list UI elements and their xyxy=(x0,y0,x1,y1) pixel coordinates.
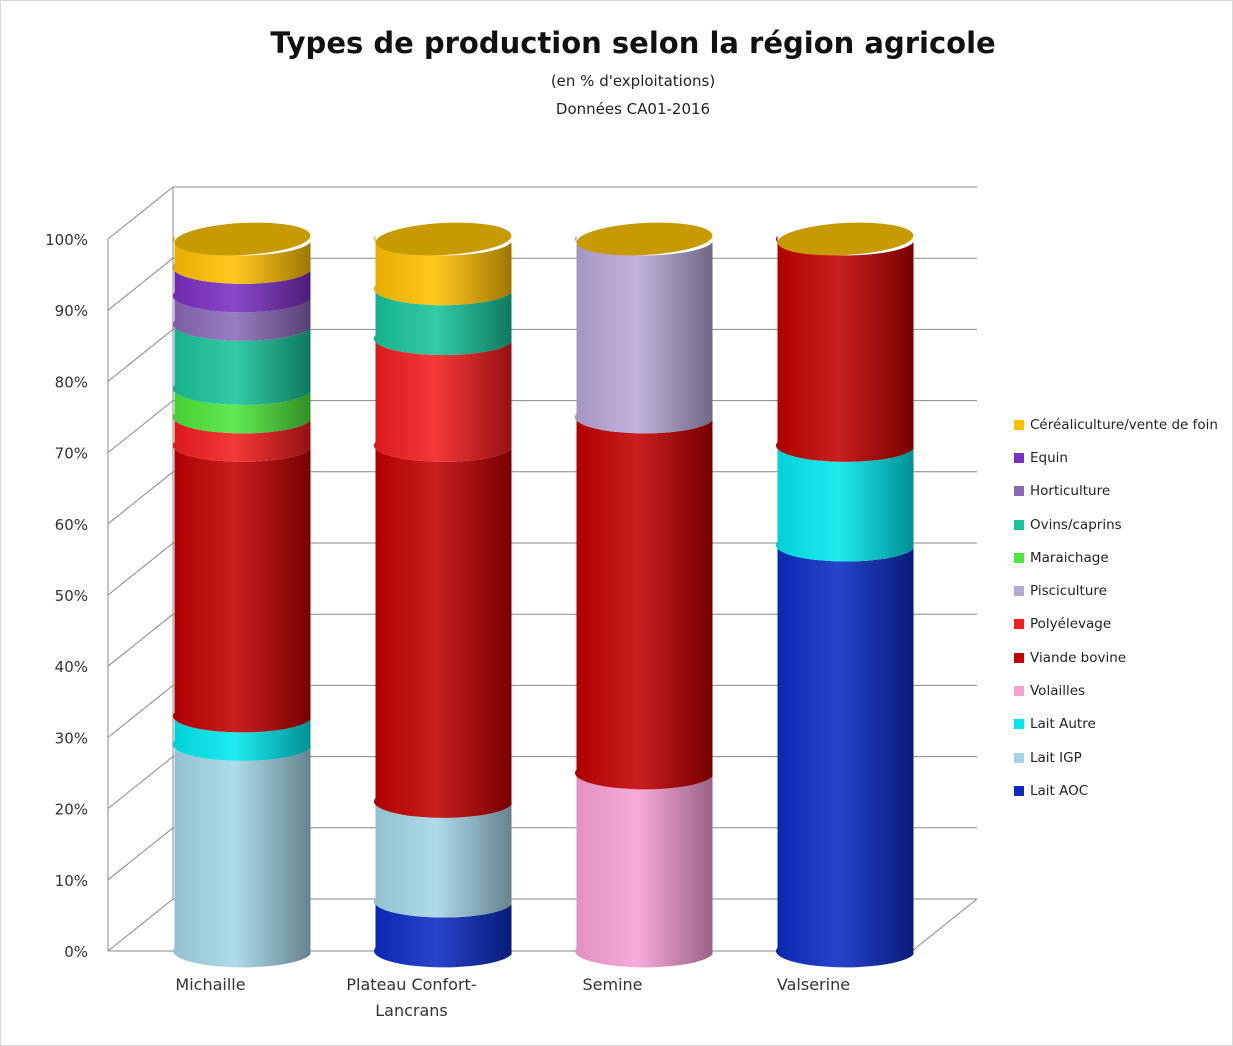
y-tick-label: 90% xyxy=(55,302,88,320)
side-gridline xyxy=(107,471,174,525)
legend-swatch xyxy=(1014,619,1024,630)
side-gridline xyxy=(107,329,174,382)
legend-label: Equin xyxy=(1030,449,1068,466)
side-gridline xyxy=(107,257,174,311)
legend-swatch xyxy=(1014,586,1024,597)
bar-stack xyxy=(574,222,713,968)
x-tick-label: Semine xyxy=(582,975,642,994)
bar-segment xyxy=(775,442,914,562)
bar-segment xyxy=(172,442,311,733)
y-tick-label: 60% xyxy=(55,516,88,534)
bar-segment xyxy=(373,798,512,918)
chart-title: Types de production selon la région agri… xyxy=(270,26,996,60)
legend-swatch xyxy=(1014,785,1024,796)
legend-swatch xyxy=(1014,752,1024,763)
legend-label: Volailles xyxy=(1030,683,1086,700)
legend-item: Equin xyxy=(1014,441,1218,474)
legend-label: Pisciculture xyxy=(1030,583,1107,600)
legend-item: Lait AOC xyxy=(1014,774,1218,807)
legend-swatch xyxy=(1014,419,1024,430)
y-tick-label: 80% xyxy=(55,373,88,391)
bar-segment xyxy=(172,385,311,434)
legend-label: Lait AOC xyxy=(1030,782,1089,799)
bar-segment xyxy=(373,442,512,818)
bar-segment xyxy=(574,769,713,968)
legend-label: Céréaliculture/vente de foin xyxy=(1030,416,1218,433)
legend-swatch xyxy=(1014,552,1024,563)
legend-item: Lait IGP xyxy=(1014,741,1218,774)
bar-segment xyxy=(574,235,713,434)
side-gridline xyxy=(107,186,174,240)
bar-segment xyxy=(373,335,512,462)
legend-item: Polyélevage xyxy=(1014,608,1218,641)
legend-label: Viande bovine xyxy=(1030,649,1127,666)
legend-label: Maraichage xyxy=(1030,549,1109,566)
bar-segment xyxy=(172,321,311,405)
bar-segment xyxy=(373,285,512,356)
legend-item: Viande bovine xyxy=(1014,641,1218,674)
bar-segment xyxy=(775,541,914,968)
bar-segment xyxy=(172,741,311,968)
bar-stack xyxy=(775,222,914,968)
legend-item: Céréaliculture/vente de foin xyxy=(1014,408,1218,441)
legend-swatch xyxy=(1014,452,1024,463)
y-tick-label: 40% xyxy=(55,658,88,676)
bar-stack xyxy=(172,222,311,968)
bar-stack xyxy=(373,222,512,968)
legend-item: Pisciculture xyxy=(1014,574,1218,607)
legend-swatch xyxy=(1014,519,1024,530)
bar-segment xyxy=(172,413,311,462)
legend-item: Maraichage xyxy=(1014,541,1218,574)
side-gridline xyxy=(107,542,174,596)
legend-label: Horticulture xyxy=(1030,483,1111,500)
legend-item: Ovins/caprins xyxy=(1014,508,1218,541)
legend-label: Ovins/caprins xyxy=(1030,516,1122,533)
chart-legend: Céréaliculture/vente de foin Equin Horticu… xyxy=(1014,408,1218,808)
side-gridline xyxy=(107,756,174,809)
legend-swatch xyxy=(1014,486,1024,497)
legend-item: Horticulture xyxy=(1014,475,1218,508)
side-gridline xyxy=(107,827,174,881)
bar-top-cap xyxy=(375,222,512,256)
legend-item: Lait Autre xyxy=(1014,708,1218,741)
bar-segment xyxy=(172,235,311,284)
y-tick-label: 100% xyxy=(45,231,88,249)
bar-top-cap xyxy=(777,222,914,256)
side-gridline xyxy=(107,898,174,952)
bar-segment xyxy=(172,264,311,313)
bar-segment xyxy=(574,413,713,790)
bar-segment xyxy=(172,292,311,341)
x-tick-label: Valserine xyxy=(777,975,850,994)
bar-top-cap xyxy=(174,222,311,256)
side-gridline xyxy=(107,613,174,667)
bar-segment xyxy=(172,712,311,761)
chart-subtitle-unit: (en % d'exploitations) xyxy=(550,72,716,90)
legend-swatch xyxy=(1014,719,1024,730)
legend-label: Lait Autre xyxy=(1030,716,1096,733)
side-gridline xyxy=(107,685,174,738)
legend-label: Polyélevage xyxy=(1030,616,1112,633)
x-tick-label: Plateau Confort-Lancrans xyxy=(346,975,476,1020)
y-tick-label: 50% xyxy=(55,587,88,605)
bar-segment xyxy=(775,235,914,462)
legend-swatch xyxy=(1014,652,1024,663)
bar-segment xyxy=(373,235,512,306)
legend-swatch xyxy=(1014,686,1024,697)
y-tick-label: 20% xyxy=(55,801,88,819)
legend-label: Lait IGP xyxy=(1030,749,1082,766)
y-tick-label: 30% xyxy=(55,729,88,747)
y-tick-label: 70% xyxy=(55,445,88,463)
x-tick-label: Michaille xyxy=(175,975,245,994)
y-tick-label: 10% xyxy=(55,872,88,890)
y-tick-label: 0% xyxy=(64,943,88,961)
chart-subtitle-source: Données CA01-2016 xyxy=(555,100,711,118)
legend-item: Volailles xyxy=(1014,674,1218,707)
bar-top-cap xyxy=(576,222,713,256)
side-gridline xyxy=(107,400,174,453)
bar-segment xyxy=(373,897,512,968)
